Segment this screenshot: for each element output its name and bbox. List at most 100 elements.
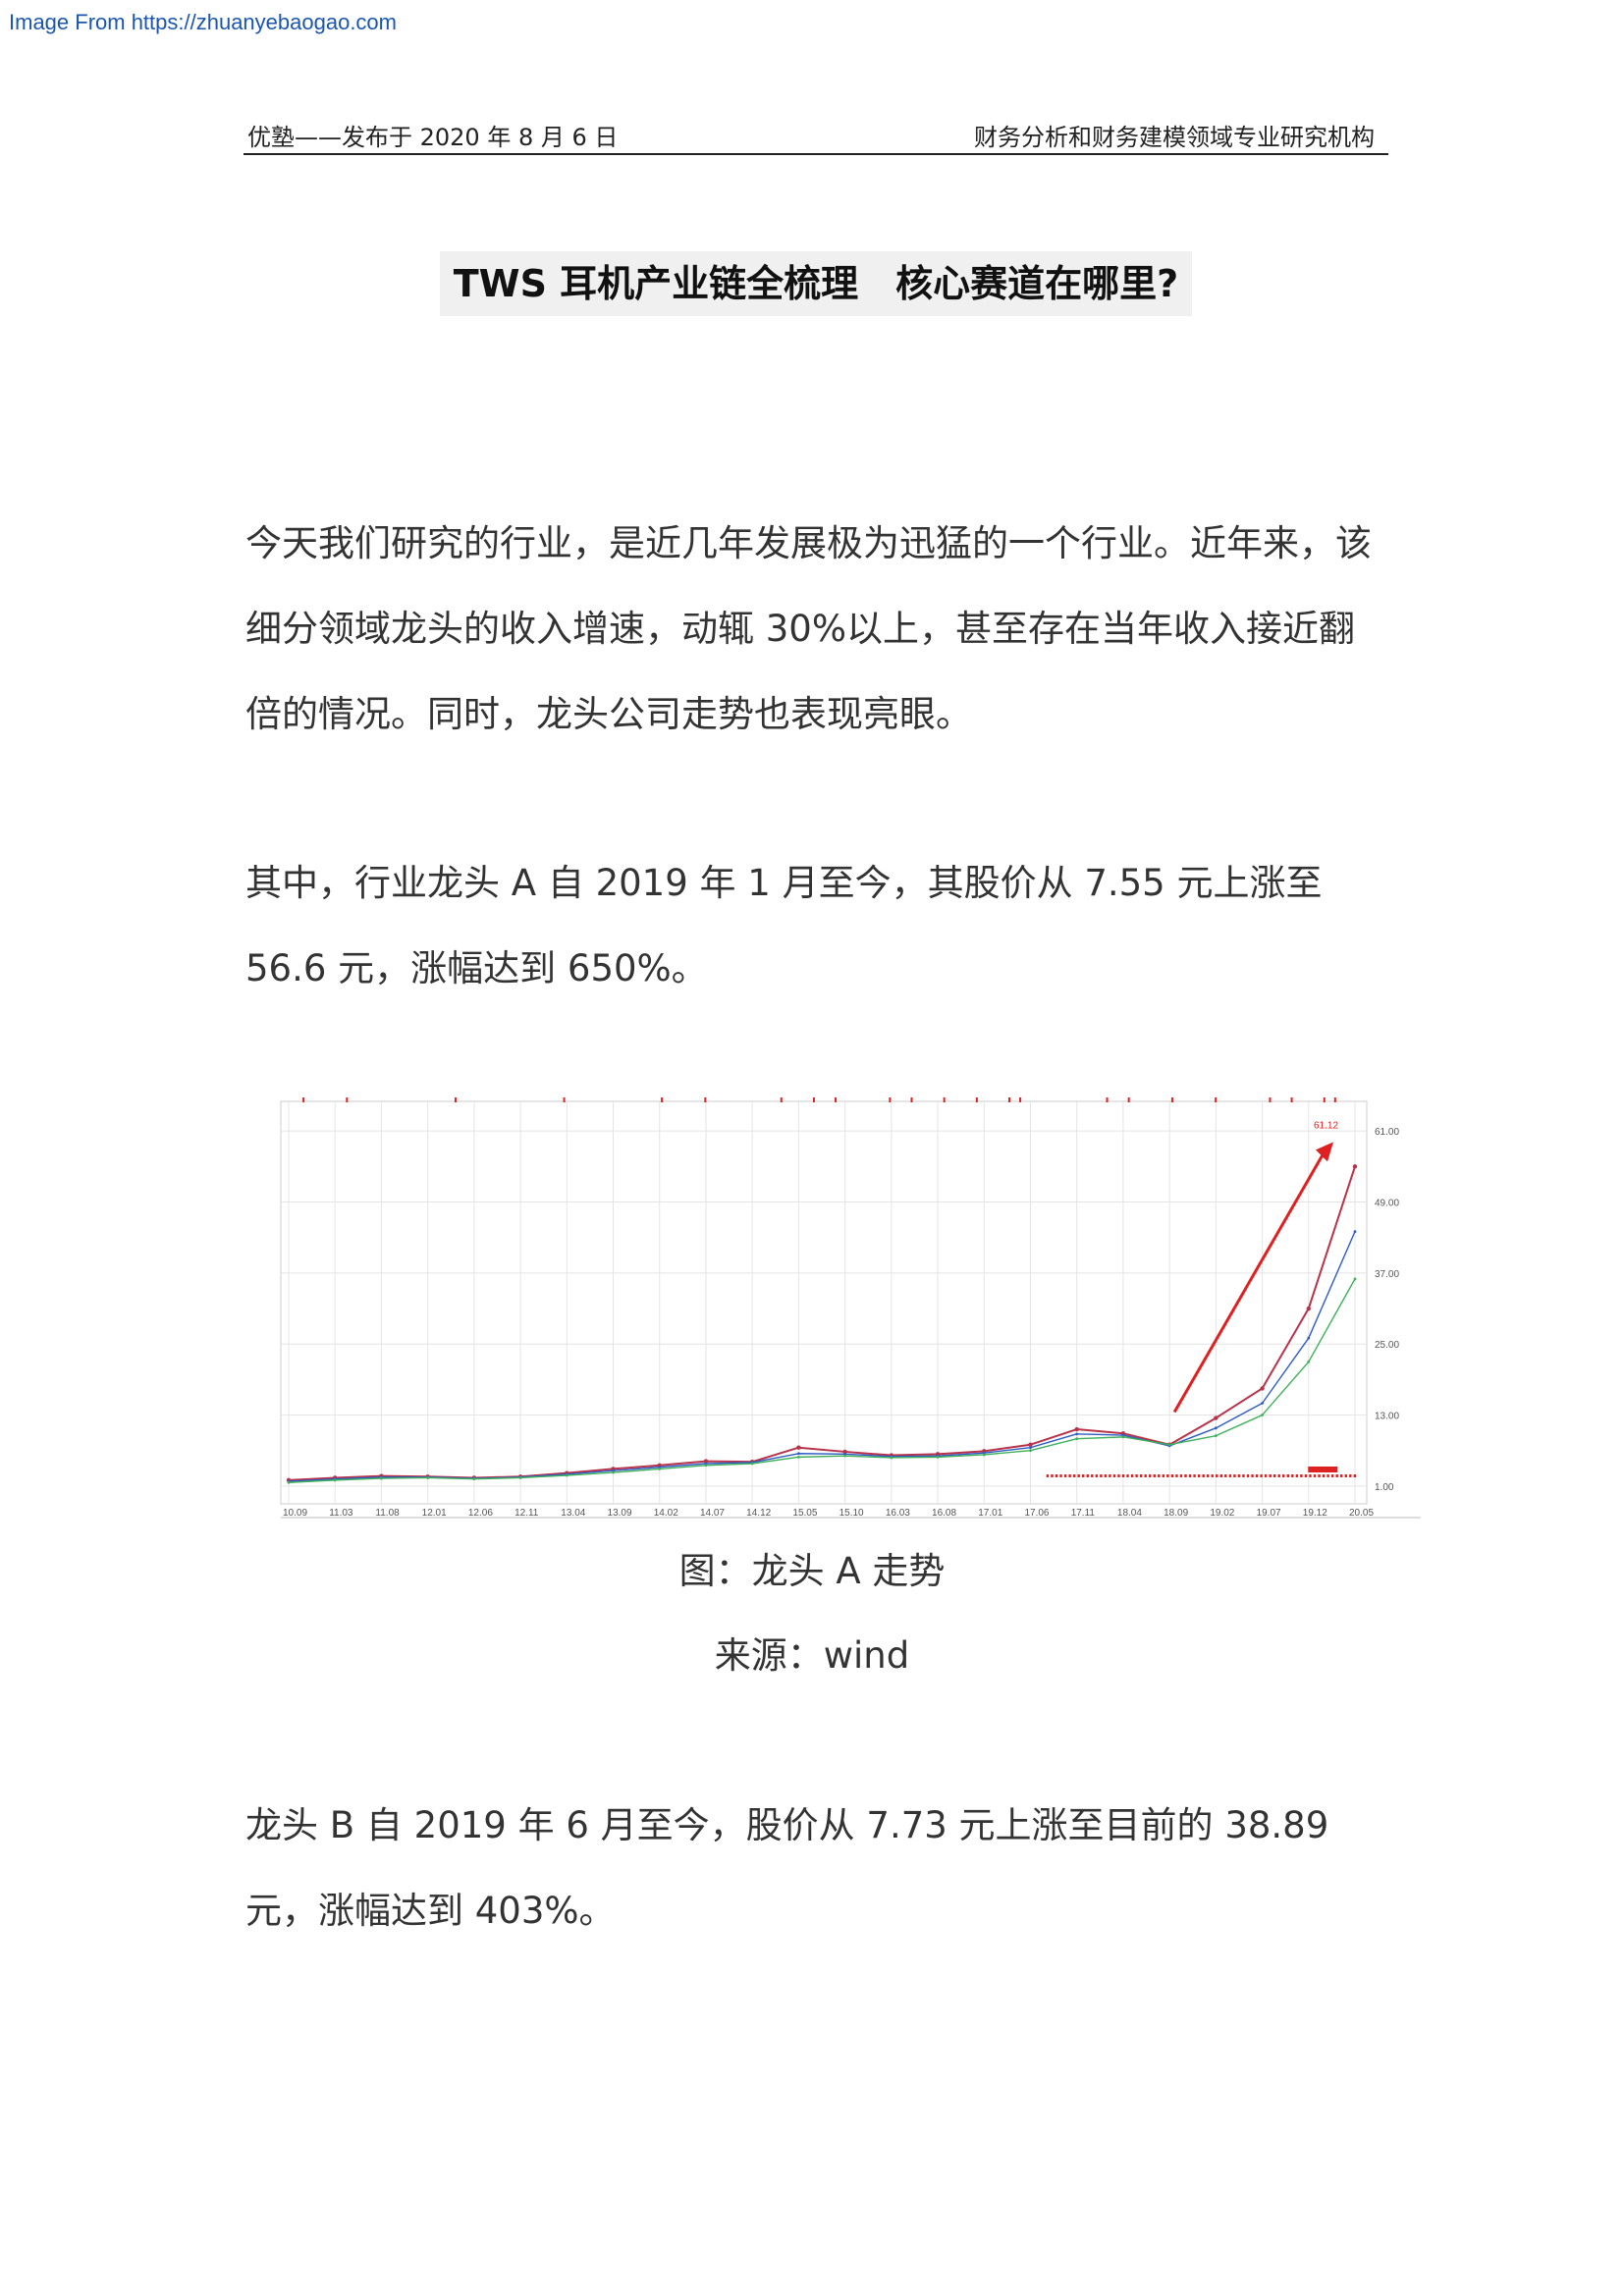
bottom-marker: [1322, 1474, 1326, 1477]
peak-label: 61.12: [1314, 1120, 1338, 1131]
top-marker: [1019, 1097, 1022, 1102]
data-point: [704, 1464, 708, 1468]
bottom-marker: [1197, 1474, 1201, 1477]
top-marker: [1333, 1097, 1336, 1102]
bottom-marker: [1224, 1474, 1227, 1477]
data-point: [1307, 1336, 1311, 1340]
top-marker: [975, 1097, 978, 1102]
x-tick-label: 19.12: [1303, 1508, 1327, 1519]
top-marker: [1290, 1097, 1293, 1102]
bottom-marker: [1291, 1474, 1294, 1477]
source-watermark: Image From https://zhuanyebaogao.com: [9, 10, 397, 34]
bottom-marker: [1353, 1474, 1357, 1477]
x-tick-label: 19.02: [1210, 1508, 1234, 1519]
data-point: [1261, 1414, 1264, 1416]
trend-arrow: [1172, 1148, 1327, 1414]
series-line: [288, 1278, 1356, 1483]
top-marker: [910, 1097, 913, 1102]
x-tick-label: 11.03: [329, 1508, 353, 1519]
y-tick-label: 49.00: [1375, 1199, 1399, 1209]
top-marker: [1215, 1097, 1218, 1102]
bottom-marker: [1149, 1474, 1152, 1477]
bottom-marker: [1318, 1474, 1321, 1477]
bottom-marker: [1153, 1474, 1156, 1477]
x-axis-ticks: 10.09 11.03 11.08 12.01 12.06 12.11 13.04 13.09…: [283, 1508, 1374, 1519]
bottom-marker: [1091, 1474, 1094, 1477]
page-header: 优塾——发布于 2020 年 8 月 6 日 财务分析和财务建模领域专业研究机构: [244, 116, 1388, 155]
data-point: [842, 1449, 847, 1455]
data-point: [796, 1452, 800, 1456]
y-tick-label: 37.00: [1375, 1269, 1399, 1280]
x-tick-label: 14.07: [700, 1508, 725, 1519]
series-lines: [286, 1164, 1358, 1484]
bottom-marker: [1272, 1474, 1276, 1477]
data-point: [1352, 1164, 1358, 1169]
bottom-marker: [1175, 1474, 1178, 1477]
bottom-marker: [1206, 1474, 1210, 1477]
bottom-marker: [1117, 1474, 1120, 1477]
stock-chart: 10.09 11.03 11.08 12.01 12.06 12.11 13.04 13.09…: [277, 1092, 1426, 1529]
data-point: [658, 1468, 662, 1470]
bottom-marker: [1055, 1474, 1058, 1477]
x-tick-label: 12.11: [514, 1508, 539, 1519]
paragraph-leader-b: 龙头 B 自 2019 年 6 月至今，股价从 7.73 元上涨至目前的 38.…: [245, 1804, 1329, 1932]
figure-source: 来源：wind: [714, 1634, 910, 1677]
data-point: [796, 1455, 800, 1459]
bottom-marker: [1242, 1474, 1245, 1477]
y-tick-label: 13.00: [1375, 1412, 1399, 1422]
bottom-marker: [1068, 1474, 1071, 1477]
bottom-marker: [1255, 1474, 1259, 1477]
bottom-marker: [1072, 1474, 1076, 1477]
bottom-marker: [1082, 1474, 1085, 1477]
bottom-marker: [1193, 1474, 1196, 1477]
bottom-marker: [1344, 1474, 1347, 1477]
data-point: [565, 1473, 568, 1477]
data-point: [1353, 1230, 1357, 1234]
bottom-marker: [1139, 1474, 1143, 1477]
bottom-marker: [1104, 1474, 1108, 1477]
top-marker: [1106, 1097, 1109, 1102]
bottom-marker: [1063, 1474, 1067, 1477]
data-point: [380, 1476, 383, 1480]
bottom-marker: [1184, 1474, 1187, 1477]
bottom-marker: [1309, 1474, 1312, 1477]
bottom-marker: [1158, 1474, 1161, 1477]
bottom-marker: [1112, 1474, 1116, 1477]
document-title: TWS 耳机产业链全梳理 核心赛道在哪里?: [440, 251, 1192, 316]
data-point: [1028, 1442, 1033, 1447]
bottom-marker: [1216, 1474, 1218, 1477]
data-point: [518, 1476, 522, 1479]
x-tick-label: 14.12: [746, 1508, 771, 1519]
bottom-marker-block: [1308, 1467, 1338, 1472]
top-marker: [1127, 1097, 1130, 1102]
data-point: [333, 1478, 337, 1482]
x-tick-label: 16.03: [886, 1508, 910, 1519]
data-point: [612, 1470, 615, 1474]
data-point: [1214, 1426, 1218, 1430]
x-tick-label: 17.06: [1024, 1508, 1049, 1519]
data-point: [1074, 1426, 1079, 1432]
x-tick-label: 10.09: [283, 1508, 307, 1519]
x-tick-label: 15.10: [839, 1508, 864, 1519]
trend-arrowhead: [1316, 1142, 1333, 1162]
top-marker: [563, 1097, 566, 1102]
bottom-marker: [1269, 1474, 1272, 1477]
bottom-marker: [1179, 1474, 1183, 1477]
top-marker: [1170, 1097, 1173, 1102]
y-tick-label: 61.00: [1375, 1127, 1399, 1138]
bottom-marker: [1126, 1474, 1129, 1477]
top-marker: [302, 1097, 305, 1102]
top-marker: [1008, 1097, 1011, 1102]
data-point: [750, 1462, 754, 1466]
data-point: [1075, 1432, 1079, 1436]
top-marker: [835, 1097, 838, 1102]
bottom-marker: [1304, 1474, 1308, 1477]
x-tick-label: 17.11: [1071, 1508, 1096, 1519]
bottom-marker: [1251, 1474, 1254, 1477]
top-marker: [780, 1097, 783, 1102]
bottom-marker: [1349, 1474, 1352, 1477]
bottom-marker: [1246, 1474, 1250, 1477]
y-tick-label: 1.00: [1375, 1482, 1394, 1493]
bottom-marker: [1202, 1474, 1205, 1477]
top-marker: [346, 1097, 349, 1102]
